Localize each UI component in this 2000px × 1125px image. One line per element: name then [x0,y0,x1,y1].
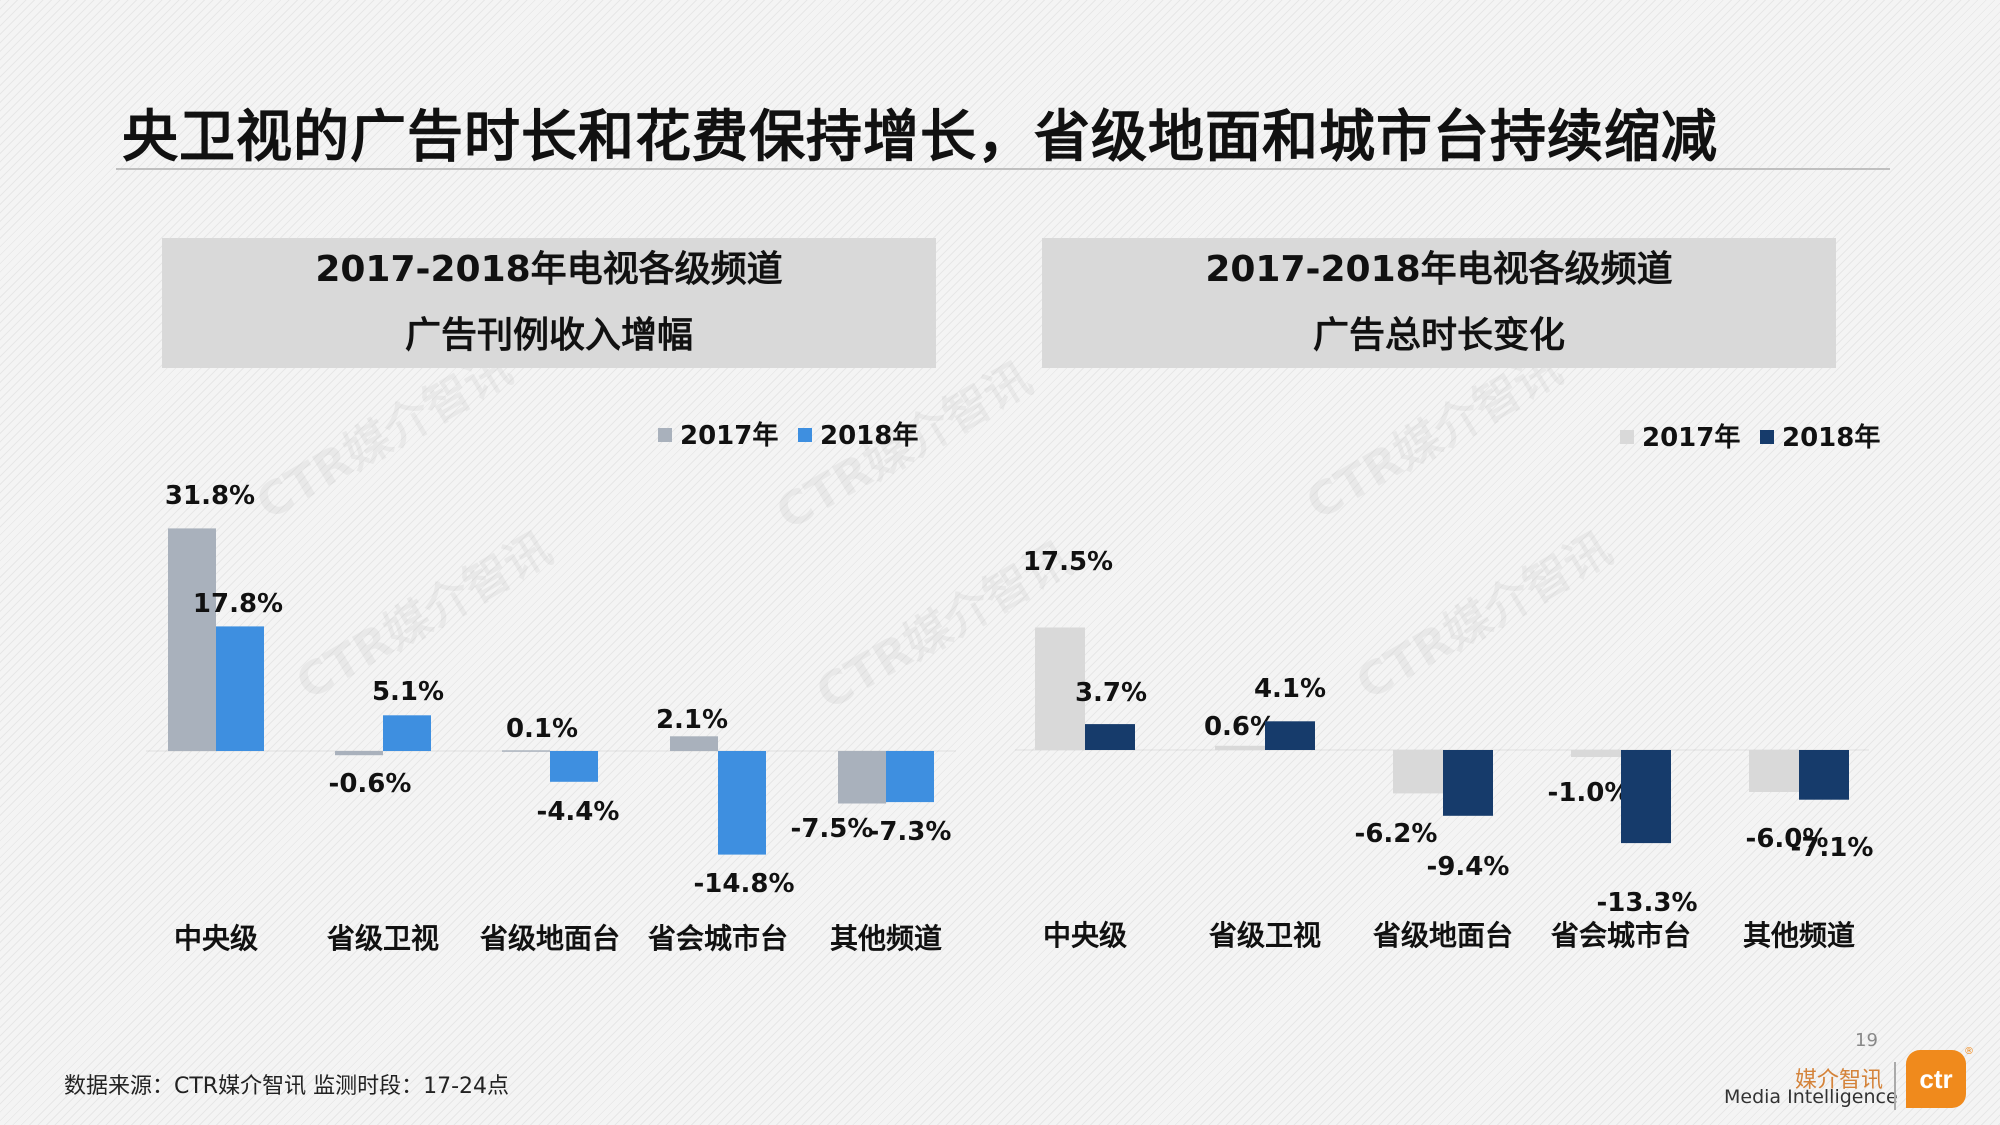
left-bar-2018 [550,751,598,782]
right-data-label: 3.7% [1075,678,1147,708]
left-category-label: 省级卫视 [327,922,439,955]
left-legend-label: 2017年 [680,420,778,451]
right-bar-2017 [1035,627,1085,750]
left-bar-2017 [168,528,216,751]
right-category-label: 省级卫视 [1209,919,1321,952]
left-data-label: 17.8% [193,589,283,619]
left-category-label: 省级地面台 [480,922,620,955]
left-data-label: -7.5% [791,814,874,844]
right-data-label: -6.0% [1746,824,1829,854]
right-chart-title: 2017-2018年电视各级频道 [1205,249,1673,290]
title-divider [116,168,1890,170]
left-bar-2018 [886,751,934,803]
left-legend-swatch-2018 [798,428,812,442]
right-legend-label: 2018年 [1782,422,1880,453]
right-bar-2018 [1443,750,1493,816]
left-chart-title: 2017-2018年电视各级频道 [315,249,783,290]
registered-mark: ® [1964,1046,1974,1057]
left-bar-2018 [718,751,766,855]
left-data-label: 5.1% [372,677,444,707]
left-bar-2017 [335,751,383,756]
right-data-label: -1.0% [1548,778,1631,808]
left-bar-2017 [670,736,718,751]
ctr-logo: ctr [1906,1050,1966,1108]
right-data-label: 17.5% [1023,547,1113,577]
left-data-label: 0.1% [506,714,578,744]
right-category-label: 其他频道 [1743,919,1855,952]
right-bar-2018 [1799,750,1849,800]
left-category-label: 省会城市台 [648,922,788,955]
brand-name-en: Media Intelligence [1724,1086,1898,1108]
right-bar-2018 [1265,721,1315,750]
right-data-label: -13.3% [1597,888,1698,918]
right-data-label: 0.6% [1204,712,1276,742]
left-data-label: -14.8% [694,869,795,899]
page-number: 19 [1855,1030,1878,1051]
left-bar-2018 [216,626,264,751]
left-data-label: -7.3% [869,817,952,847]
left-legend-label: 2018年 [820,420,918,451]
right-legend-swatch-2017 [1620,430,1634,444]
right-chart-header: 2017-2018年电视各级频道 广告总时长变化 [1042,238,1836,368]
left-data-label: 2.1% [656,705,728,735]
right-chart-subtitle: 广告总时长变化 [1312,315,1565,356]
right-bar-2017 [1571,750,1621,757]
right-category-label: 省级地面台 [1373,919,1513,952]
left-bar-2017 [838,751,886,804]
left-chart-subtitle: 广告刊例收入增幅 [404,315,693,356]
right-bar-2017 [1393,750,1443,794]
right-legend-label: 2017年 [1642,422,1740,453]
left-category-label: 其他频道 [830,922,942,955]
right-category-label: 省会城市台 [1551,919,1691,952]
right-data-label: 4.1% [1254,674,1326,704]
left-bar-2018 [383,715,431,751]
right-data-label: -6.2% [1355,819,1438,849]
left-bar-2017 [502,750,550,752]
left-data-label: 31.8% [165,481,255,511]
right-bar-2018 [1085,724,1135,750]
right-legend-swatch-2018 [1760,430,1774,444]
right-category-label: 中央级 [1043,919,1127,952]
right-bar-2017 [1749,750,1799,792]
right-bar-2018 [1621,750,1671,844]
data-source-note: 数据来源：CTR媒介智讯 监测时段：17-24点 [64,1074,510,1099]
left-data-label: -0.6% [329,769,412,799]
right-bar-2017 [1215,745,1265,750]
left-data-label: -4.4% [537,797,620,827]
right-data-label: -9.4% [1427,852,1510,882]
right-data-label: -7.1% [1791,833,1874,863]
page-title: 央卫视的广告时长和花费保持增长，省级地面和城市台持续缩减 [122,105,1718,170]
brand-name-cn: 媒介智讯 [1795,1068,1884,1093]
left-category-label: 中央级 [174,922,258,955]
left-chart-header: 2017-2018年电视各级频道 广告刊例收入增幅 [162,238,936,368]
brand-divider [1894,1062,1896,1110]
left-legend-swatch-2017 [658,428,672,442]
